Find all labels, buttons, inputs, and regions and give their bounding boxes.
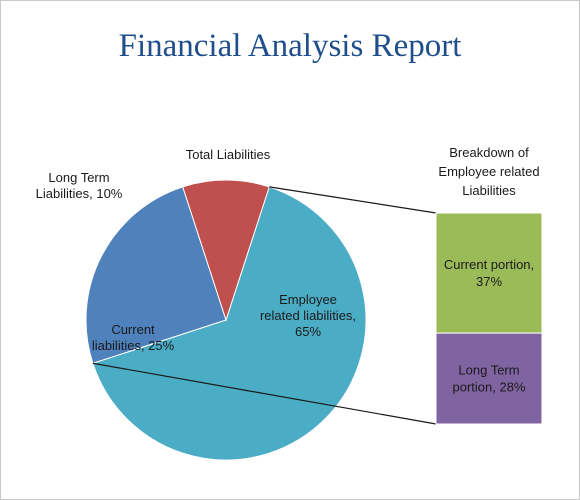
pie-label-long-term: Long Term Liabilities, 10% [36,170,123,201]
breakdown-title-text: Breakdown of Employee related Liabilities [438,145,539,198]
pie-label-employee-related-line: Employee [279,292,337,307]
bar-segment-current-portion [435,212,543,334]
bar-label-current-portion-line: Current portion, [444,257,534,272]
bar-label-long-term-portion-line: portion, 28% [453,380,526,395]
pie-title: Total Liabilities [186,147,271,162]
connector-line-bottom [92,362,437,425]
connector-lines [92,186,437,425]
bar-label-current-portion-line: 37% [476,274,502,289]
pie-group: Employee related liabilities, 65% Current li… [36,170,367,461]
breakdown-title-text-line: Employee related [438,164,539,179]
breakdown-title-text-line: Liabilities [462,183,516,198]
report-title: Financial Analysis Report [118,28,462,64]
pie-label-long-term-line: Liabilities, 10% [36,186,123,201]
pie-label-employee-related-line: related liabilities, [260,308,356,323]
breakdown-bar-group: Current portion, 37% Long Term portion, 28% [435,212,543,425]
pie-label-employee-related-line: 65% [295,324,321,339]
pie-slice-employee-related [92,186,367,461]
bar-label-long-term-portion-line: Long Term [458,363,519,378]
bar-label-long-term-portion: Long Term portion, 28% [453,363,526,395]
connector-line-top [269,186,437,214]
pie-label-long-term-line: Long Term [48,170,109,185]
breakdown-title-text-line: Breakdown of [449,145,529,160]
pie-slice-long-term [182,179,270,322]
breakdown-title: Breakdown of Employee related Liabilities [438,145,539,198]
bar-segment-long-term-portion [435,332,543,425]
pie-label-current-line: Current [111,322,155,337]
pie-label-current-line: liabilities, 25% [92,338,175,353]
pie-label-current: Current liabilities, 25% [92,322,175,353]
pie-slice-current [85,186,227,364]
pie-label-employee-related: Employee related liabilities, 65% [260,292,356,339]
bar-label-current-portion: Current portion, 37% [444,257,534,289]
